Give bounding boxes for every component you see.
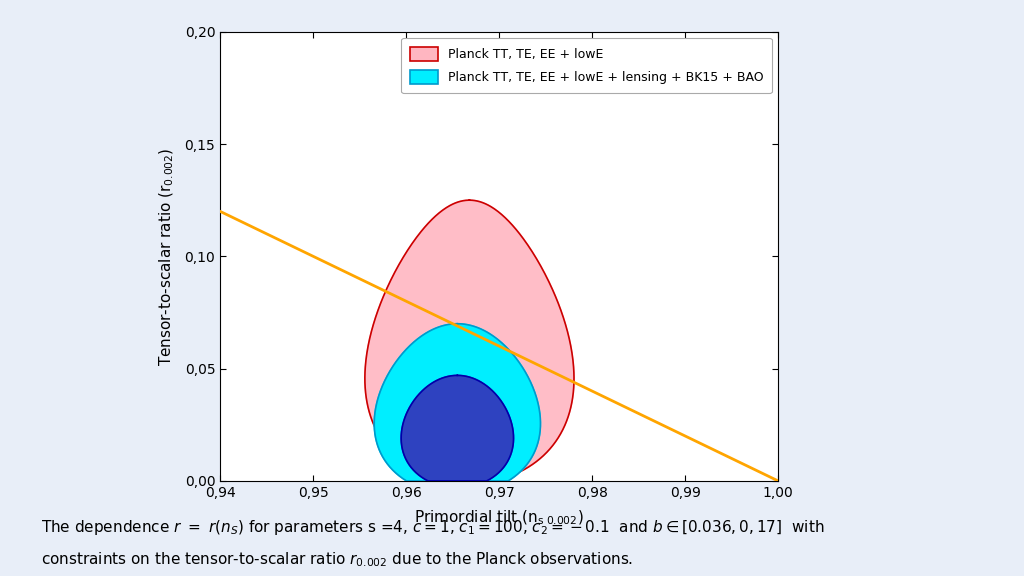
Y-axis label: Tensor-to-scalar ratio ($\mathregular{r_{0.002}}$): Tensor-to-scalar ratio ($\mathregular{r_… (158, 147, 176, 366)
Polygon shape (401, 376, 514, 481)
Text: constraints on the tensor-to-scalar ratio $r_{0.002}$ due to the Planck observat: constraints on the tensor-to-scalar rati… (41, 550, 633, 569)
Polygon shape (365, 200, 574, 481)
Text: The dependence $r\ =\ r(n_S)$ for parameters s =4, $c = 1$, $c_1 = 100$, $c_2 = : The dependence $r\ =\ r(n_S)$ for parame… (41, 518, 824, 537)
X-axis label: Primordial tilt ($\mathregular{n_{s\;0.002}}$): Primordial tilt ($\mathregular{n_{s\;0.0… (415, 508, 584, 526)
Polygon shape (374, 324, 541, 481)
Legend: Planck TT, TE, EE + lowE, Planck TT, TE, EE + lowE + lensing + BK15 + BAO: Planck TT, TE, EE + lowE, Planck TT, TE,… (401, 38, 772, 93)
